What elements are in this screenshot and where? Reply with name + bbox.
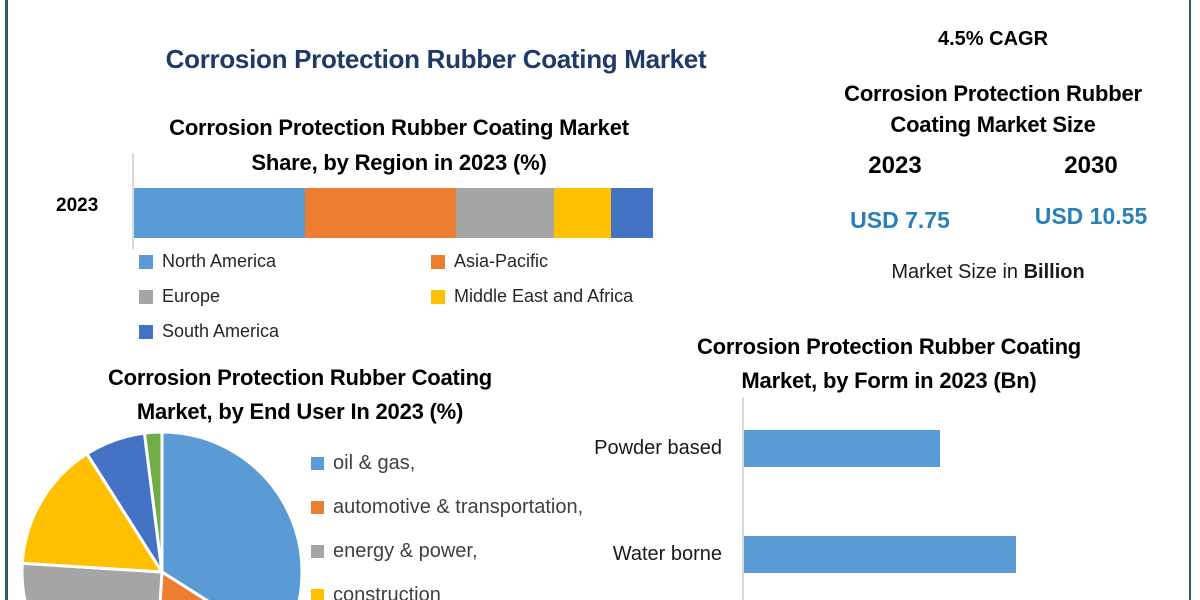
form-chart-title-line2: Market, by Form in 2023 (Bn) bbox=[741, 368, 1037, 393]
pie-slice-unlabeled-5 bbox=[142, 430, 164, 574]
end-user-legend-item: construction bbox=[311, 584, 583, 600]
region-legend-item: South America bbox=[139, 321, 431, 342]
form-chart-title: Corrosion Protection Rubber Coating Mark… bbox=[664, 330, 1114, 398]
end-user-legend-swatch-icon bbox=[311, 589, 324, 600]
end-user-chart-legend: oil & gas, automotive & transportation, en… bbox=[311, 452, 583, 600]
form-bar-powder-based bbox=[744, 430, 941, 467]
end-user-chart-title-line1: Corrosion Protection Rubber Coating bbox=[107, 365, 493, 390]
region-stacked-bar bbox=[134, 188, 653, 238]
region-legend-label: South America bbox=[162, 321, 280, 341]
region-bar-segment-middle-east-and-africa bbox=[554, 188, 612, 238]
end-user-legend-swatch-icon bbox=[311, 545, 324, 558]
cagr-text: 4.5% CAGR bbox=[937, 28, 1049, 50]
region-bar-segment-europe bbox=[455, 188, 555, 238]
end-market-value: USD 10.55 bbox=[1034, 203, 1148, 229]
page-title: Corrosion Protection Rubber Coating Mark… bbox=[165, 44, 707, 74]
market-size-title-line2: Coating Market Size bbox=[890, 112, 1096, 137]
end-user-pie-chart bbox=[20, 430, 304, 600]
region-legend-swatch-icon bbox=[139, 254, 153, 269]
region-legend-swatch-icon bbox=[431, 254, 445, 269]
region-chart-axis bbox=[132, 153, 134, 249]
start-market-value: USD 7.75 bbox=[850, 207, 950, 233]
region-legend-label: Europe bbox=[162, 286, 221, 306]
end-user-legend-swatch-icon bbox=[311, 501, 324, 514]
region-chart-title-line1: Corrosion Protection Rubber Coating Mark… bbox=[169, 115, 629, 140]
form-chart-axis bbox=[742, 397, 744, 600]
region-chart-category-label: 2023 bbox=[56, 195, 99, 216]
region-bar-segment-asia-pacific bbox=[305, 188, 456, 238]
pie-slice-construction bbox=[20, 452, 164, 574]
pie-slice-automotive-transportation bbox=[158, 570, 209, 600]
region-bar-segment-south-america bbox=[611, 188, 653, 238]
market-size-title: Corrosion Protection Rubber Coating Mark… bbox=[793, 78, 1193, 140]
end-user-legend-item: automotive & transportation, bbox=[311, 496, 583, 519]
end-user-legend-label: construction bbox=[333, 584, 441, 600]
region-legend-label: Middle East and Africa bbox=[454, 286, 634, 306]
region-legend-item: Asia-Pacific bbox=[431, 251, 633, 272]
form-bar-label-powder-based: Powder based bbox=[594, 437, 722, 459]
end-year-label: 2030 bbox=[1064, 152, 1118, 179]
form-bar-water-borne bbox=[744, 536, 1016, 573]
region-bar-segment-north-america bbox=[134, 188, 306, 238]
market-size-note: Market Size in Billion bbox=[838, 261, 1138, 284]
end-user-legend-label: oil & gas, bbox=[333, 452, 416, 474]
region-chart-title: Corrosion Protection Rubber Coating Mark… bbox=[99, 110, 699, 180]
region-legend-item: North America bbox=[139, 251, 431, 272]
region-legend-swatch-icon bbox=[431, 289, 445, 304]
market-size-title-line1: Corrosion Protection Rubber bbox=[844, 81, 1142, 106]
right-border-line bbox=[1189, 0, 1191, 600]
pie-slice-oil-gas bbox=[160, 430, 304, 600]
end-user-legend-swatch-icon bbox=[311, 457, 324, 470]
pie-slice-energy-power bbox=[20, 561, 164, 600]
end-user-chart-title-line2: Market, by End User In 2023 (%) bbox=[136, 399, 464, 424]
end-user-legend-label: energy & power, bbox=[333, 540, 478, 562]
form-chart-title-line1: Corrosion Protection Rubber Coating bbox=[696, 334, 1082, 359]
left-border-line bbox=[5, 0, 8, 600]
end-user-chart-title: Corrosion Protection Rubber Coating Mark… bbox=[60, 361, 540, 429]
start-year-label: 2023 bbox=[868, 152, 922, 179]
region-legend-item: Europe bbox=[139, 286, 431, 307]
end-user-legend-label: automotive & transportation, bbox=[333, 496, 584, 518]
end-user-legend-item: oil & gas, bbox=[311, 452, 583, 475]
region-chart-title-line2: Share, by Region in 2023 (%) bbox=[251, 150, 547, 175]
end-user-legend-item: energy & power, bbox=[311, 540, 583, 563]
market-size-note-prefix: Market Size in bbox=[891, 261, 1024, 283]
region-chart-legend: North America Asia-Pacific Europe Middle Ea… bbox=[139, 251, 633, 342]
region-legend-swatch-icon bbox=[139, 289, 153, 304]
region-legend-item: Middle East and Africa bbox=[431, 286, 633, 307]
market-size-note-unit: Billion bbox=[1023, 261, 1085, 283]
region-legend-swatch-icon bbox=[139, 324, 153, 339]
region-legend-label: Asia-Pacific bbox=[454, 251, 549, 271]
region-legend-label: North America bbox=[162, 251, 277, 271]
form-bar-label-water-borne: Water borne bbox=[612, 543, 722, 565]
